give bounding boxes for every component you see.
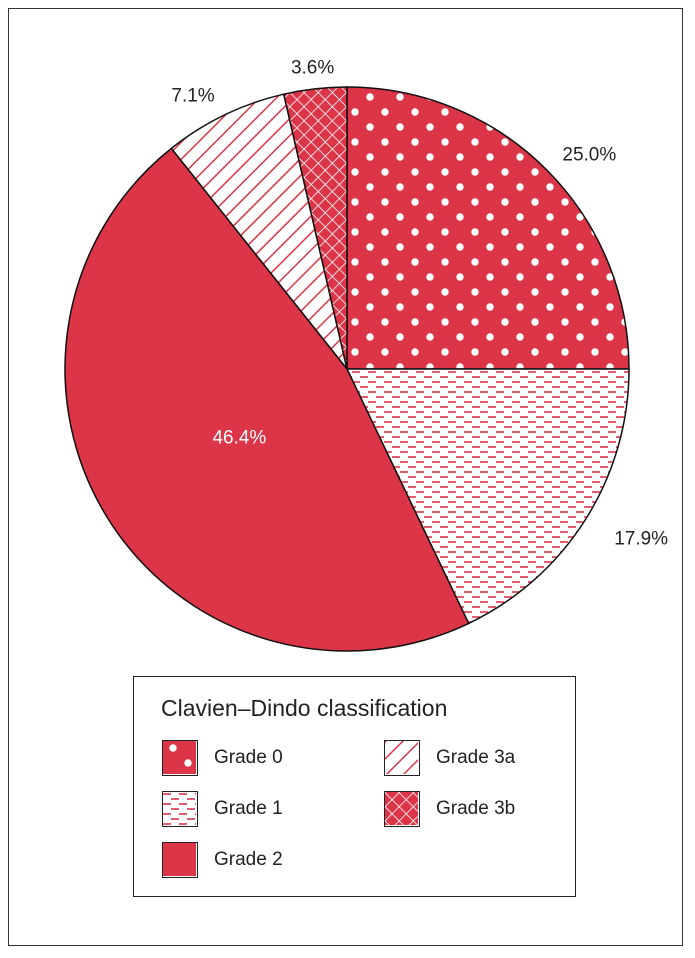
slice-label-grade-1: 17.9% [614,528,668,549]
legend-swatch-solid [162,842,198,878]
legend: Clavien–Dindo classification Grade 0 Grad… [133,676,576,897]
legend-label: Grade 0 [214,747,283,768]
legend-item-grade-1: Grade 1 [162,789,283,829]
legend-title: Clavien–Dindo classification [161,695,448,721]
pie-slice-grade-1 [345,368,630,625]
legend-item-grade-0: Grade 0 [162,738,283,778]
legend-label: Grade 2 [214,849,283,870]
legend-item-grade-3b: Grade 3b [384,789,515,829]
pie-slice-grade-0 [346,86,630,370]
pie-slice-grade-3b [282,86,348,370]
slice-label-grade-0: 25.0% [562,145,616,166]
legend-swatch-dots [162,740,198,776]
legend-swatch-diagonal [384,740,420,776]
legend-item-grade-2: Grade 2 [162,840,283,880]
pie-slices [64,86,630,652]
pie-slice-grade-2 [64,147,470,652]
legend-swatch-crosshatch [384,791,420,827]
pie-slice-grade-3a [170,93,348,370]
legend-item-grade-3a: Grade 3a [384,738,515,778]
slice-label-grade-3b: 3.6% [291,57,334,78]
slice-label-grade-3a: 7.1% [171,86,214,107]
legend-label: Grade 3a [436,747,516,768]
figure-frame [8,8,683,946]
slice-label-grade-2: 46.4% [212,427,266,448]
legend-label: Grade 3b [436,798,516,819]
legend-label: Grade 1 [214,798,283,819]
pie-labels: 25.0% 17.9% 46.4% 7.1% 3.6% [171,57,668,549]
legend-swatch-dashes [162,791,198,827]
